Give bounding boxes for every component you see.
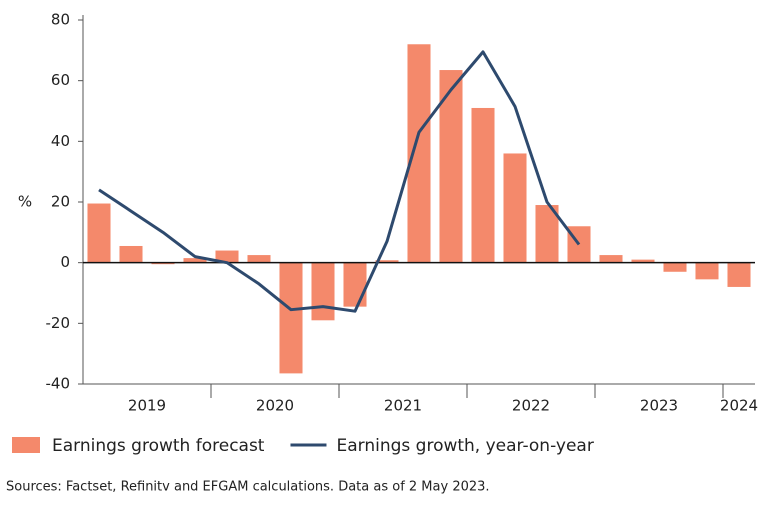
bar	[375, 260, 399, 263]
bar	[535, 205, 559, 263]
y-axis-label: %	[18, 193, 32, 211]
bar	[87, 203, 111, 263]
bar	[599, 255, 623, 263]
y-tick-label: -20	[46, 314, 71, 332]
y-tick-label: 0	[60, 253, 70, 271]
y-tick-label: 40	[51, 132, 70, 150]
bar	[663, 262, 687, 272]
legend-swatch	[12, 437, 40, 453]
bar	[631, 259, 655, 263]
bar	[727, 262, 751, 287]
bar	[279, 262, 303, 374]
bar	[407, 44, 431, 263]
bar	[119, 245, 143, 263]
bar	[343, 262, 367, 307]
x-tick-label: 2021	[384, 397, 422, 415]
x-tick-label: 2020	[256, 397, 294, 415]
x-tick-label: 2022	[512, 397, 550, 415]
bar	[695, 262, 719, 280]
source-note: Sources: Factset, Refinitv and EFGAM cal…	[6, 480, 490, 495]
bar	[247, 255, 271, 263]
y-tick-label: 80	[51, 11, 70, 29]
line	[98, 50, 581, 313]
bar	[439, 70, 463, 263]
bar	[503, 153, 527, 263]
x-tick-label: 2024	[720, 397, 758, 415]
bar	[183, 258, 207, 263]
bar	[151, 262, 175, 265]
y-tick-label: 20	[51, 193, 70, 211]
x-tick-label: 2019	[128, 397, 166, 415]
legend-label: Earnings growth forecast	[52, 436, 265, 456]
bar	[471, 107, 495, 263]
y-tick-label: 60	[51, 71, 70, 89]
bar	[311, 262, 335, 321]
legend-label: Earnings growth, year-on-year	[336, 436, 593, 456]
x-tick-label: 2023	[640, 397, 678, 415]
bar	[215, 250, 239, 263]
y-tick-label: -40	[46, 375, 71, 393]
